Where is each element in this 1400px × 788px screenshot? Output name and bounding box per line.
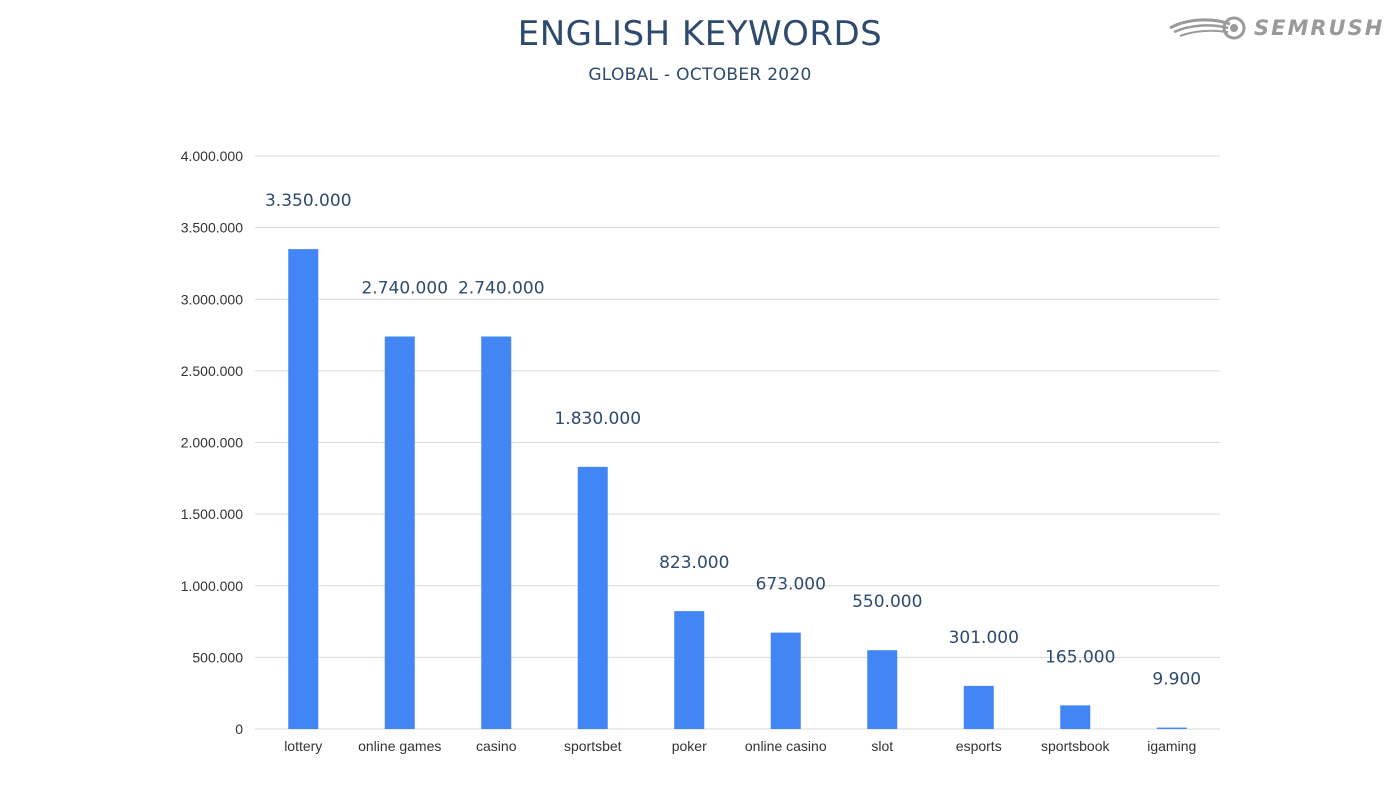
x-tick-label: casino: [476, 738, 517, 754]
data-label: 550.000: [852, 592, 922, 612]
logo-text: SEMRUSH: [1254, 16, 1385, 40]
y-tick-label: 4.000.000: [181, 148, 243, 164]
y-tick-label: 1.000.000: [181, 578, 243, 594]
y-tick-label: 500.000: [192, 649, 243, 665]
y-tick-label: 1.500.000: [181, 506, 243, 522]
gridlines: [255, 155, 1220, 730]
x-tick-label: sportsbook: [1041, 738, 1110, 754]
y-tick-label: 0: [235, 721, 243, 737]
x-tick-label: esports: [956, 738, 1002, 754]
data-label: 2.740.000: [458, 278, 545, 298]
data-label: 165.000: [1045, 647, 1115, 667]
bars: [288, 249, 1187, 730]
x-tick-label: slot: [871, 738, 893, 754]
bar-esports: [963, 685, 994, 729]
semrush-logo: SEMRUSH: [1168, 12, 1388, 44]
bar-igaming: [1156, 727, 1187, 729]
bar-online-casino: [770, 632, 801, 729]
bar-poker: [674, 611, 705, 729]
data-label: 1.830.000: [554, 409, 641, 429]
data-label: 2.740.000: [361, 278, 448, 298]
x-tick-label: online games: [358, 738, 441, 754]
x-tick-label: igaming: [1147, 738, 1196, 754]
data-label: 3.350.000: [265, 191, 352, 211]
y-tick-label: 2.000.000: [181, 435, 243, 451]
data-label: 673.000: [756, 575, 826, 595]
y-tick-label: 3.500.000: [181, 220, 243, 236]
x-tick-label: sportsbet: [564, 738, 622, 754]
bar-sportsbook: [1060, 705, 1091, 729]
data-label: 823.000: [659, 553, 729, 573]
x-tick-label: poker: [672, 738, 707, 754]
bar-slot: [867, 650, 898, 729]
bar-sportsbet: [577, 466, 608, 729]
bar-lottery: [288, 249, 319, 730]
y-tick-label: 3.000.000: [181, 291, 243, 307]
bar-online-games: [384, 336, 415, 729]
x-tick-label: online casino: [745, 738, 827, 754]
data-label: 9.900: [1152, 670, 1201, 690]
bar-casino: [481, 336, 512, 729]
y-tick-label: 2.500.000: [181, 363, 243, 379]
chart-subtitle: GLOBAL - OCTOBER 2020: [588, 65, 812, 85]
labels: 0 500.000 1.000.000 1.500.000 2.000.000 2.500…: [181, 148, 1201, 754]
chart-title: ENGLISH KEYWORDS: [517, 14, 883, 54]
x-tick-label: lottery: [284, 738, 322, 754]
semrush-fireball-icon: [1169, 16, 1246, 40]
data-label: 301.000: [949, 628, 1019, 648]
